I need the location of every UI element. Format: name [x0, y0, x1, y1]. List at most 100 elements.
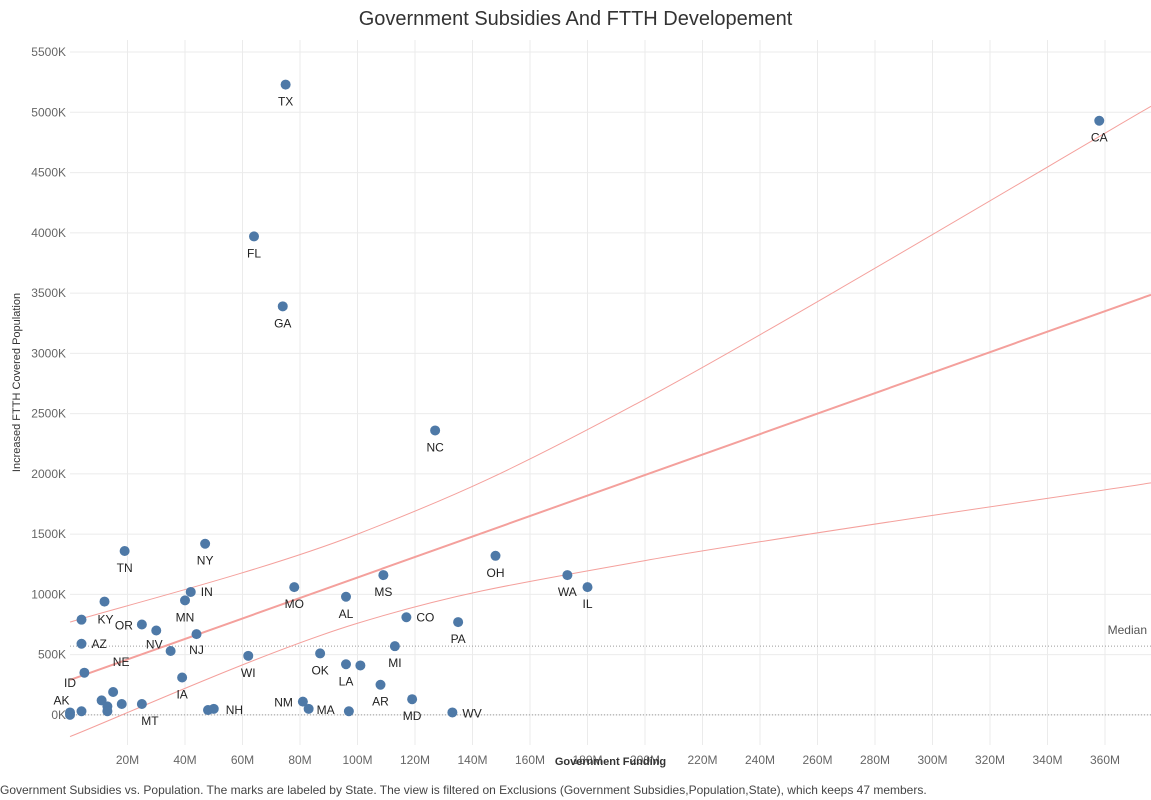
x-tick-label: 220M — [687, 753, 717, 767]
y-tick-label: 4000K — [31, 226, 66, 240]
data-point — [177, 672, 188, 683]
data-point — [407, 694, 418, 705]
data-point — [185, 586, 196, 597]
data-point — [447, 707, 458, 718]
x-axis-ticks: 20M 40M 60M 80M 100M 120M 140M 160M 180M 200M 220M… — [116, 753, 1120, 767]
point-label: LA — [339, 674, 354, 688]
data-point — [280, 79, 291, 90]
point-label: AK — [53, 693, 69, 707]
point-label: CO — [416, 610, 434, 624]
point-label: CA — [1091, 131, 1108, 145]
x-tick-label: 140M — [457, 753, 487, 767]
data-point — [76, 614, 87, 625]
data-point — [136, 619, 147, 630]
data-point — [76, 638, 87, 649]
point-label: GA — [274, 316, 291, 330]
point-label: ID — [64, 676, 76, 690]
point-label: MN — [176, 610, 195, 624]
point-label: AL — [339, 607, 354, 621]
x-tick-label: 80M — [288, 753, 311, 767]
grid-lines — [70, 40, 1151, 745]
point-label: WI — [241, 666, 256, 680]
point-label: OH — [487, 566, 505, 580]
data-point — [375, 679, 386, 690]
data-point — [1094, 115, 1105, 126]
x-axis-title: Government Funding — [555, 756, 666, 768]
y-tick-label: 2500K — [31, 407, 66, 421]
point-label: AZ — [92, 637, 107, 651]
data-point — [343, 706, 354, 717]
chart-caption: Government Subsidies vs. Population. The… — [0, 783, 927, 797]
data-point — [401, 612, 412, 623]
point-label: FL — [247, 246, 261, 260]
data-point — [136, 699, 147, 710]
y-tick-label: 3500K — [31, 286, 66, 300]
chart-title: Government Subsidies And FTTH Developeme… — [358, 8, 793, 30]
y-tick-label: 5500K — [31, 45, 66, 59]
data-point — [200, 538, 211, 549]
median-label: Median — [1108, 623, 1147, 637]
point-label: NE — [113, 655, 130, 669]
reference-lines — [70, 645, 1151, 716]
x-tick-label: 200M — [630, 753, 660, 767]
y-tick-label: 1500K — [31, 527, 66, 541]
data-point — [389, 641, 400, 652]
point-label: PA — [451, 632, 466, 646]
point-label: NV — [146, 638, 163, 652]
point-label: MO — [285, 597, 304, 611]
data-point — [65, 709, 75, 720]
data-point — [102, 706, 113, 717]
confidence-upper-line — [69, 105, 1151, 623]
y-tick-label: 0K — [51, 708, 66, 722]
y-axis-ticks: 0K 500K 1000K 1500K 2000K 2500K 3000K 3500K 4000… — [31, 45, 66, 722]
x-tick-label: 280M — [860, 753, 890, 767]
point-label: MA — [317, 703, 335, 717]
data-point — [341, 659, 351, 670]
data-point — [79, 667, 90, 678]
point-label: MT — [141, 714, 159, 728]
point-label: MI — [388, 656, 401, 670]
point-label: IN — [201, 585, 213, 599]
data-point — [315, 648, 326, 659]
y-tick-label: 1000K — [31, 587, 66, 601]
data-point — [297, 696, 308, 707]
x-tick-label: 120M — [400, 753, 430, 767]
data-point — [378, 570, 389, 581]
data-point — [99, 596, 110, 607]
data-point — [243, 650, 254, 661]
data-point — [151, 625, 162, 636]
data-point — [108, 686, 119, 697]
data-point — [277, 301, 288, 312]
x-tick-label: 160M — [515, 753, 545, 767]
point-label: NM — [274, 696, 293, 710]
confidence-lower-line — [69, 482, 1151, 738]
point-label: NJ — [189, 643, 204, 657]
point-label: TN — [117, 561, 133, 575]
data-point — [430, 425, 441, 436]
point-label: OR — [115, 618, 133, 632]
data-point — [355, 660, 366, 671]
data-point — [303, 703, 314, 714]
x-tick-label: 100M — [342, 753, 372, 767]
point-label: MS — [374, 585, 392, 599]
data-point — [203, 705, 213, 716]
x-tick-label: 40M — [173, 753, 196, 767]
point-label: AR — [372, 695, 389, 709]
point-label: NH — [226, 703, 243, 717]
data-point — [76, 706, 87, 717]
y-axis-title: Increased FTTH Covered Population — [11, 293, 23, 472]
point-label: IL — [582, 597, 592, 611]
point-label: KY — [98, 613, 114, 627]
point-label: WA — [558, 585, 577, 599]
data-point — [116, 699, 127, 710]
data-point — [249, 231, 259, 242]
y-tick-label: 2000K — [31, 467, 66, 481]
y-tick-label: 500K — [38, 648, 66, 662]
point-label: IA — [176, 688, 187, 702]
x-tick-label: 260M — [802, 753, 832, 767]
data-point — [165, 646, 176, 656]
data-point — [191, 629, 202, 640]
point-label: TX — [278, 95, 293, 109]
x-tick-label: 20M — [116, 753, 139, 767]
